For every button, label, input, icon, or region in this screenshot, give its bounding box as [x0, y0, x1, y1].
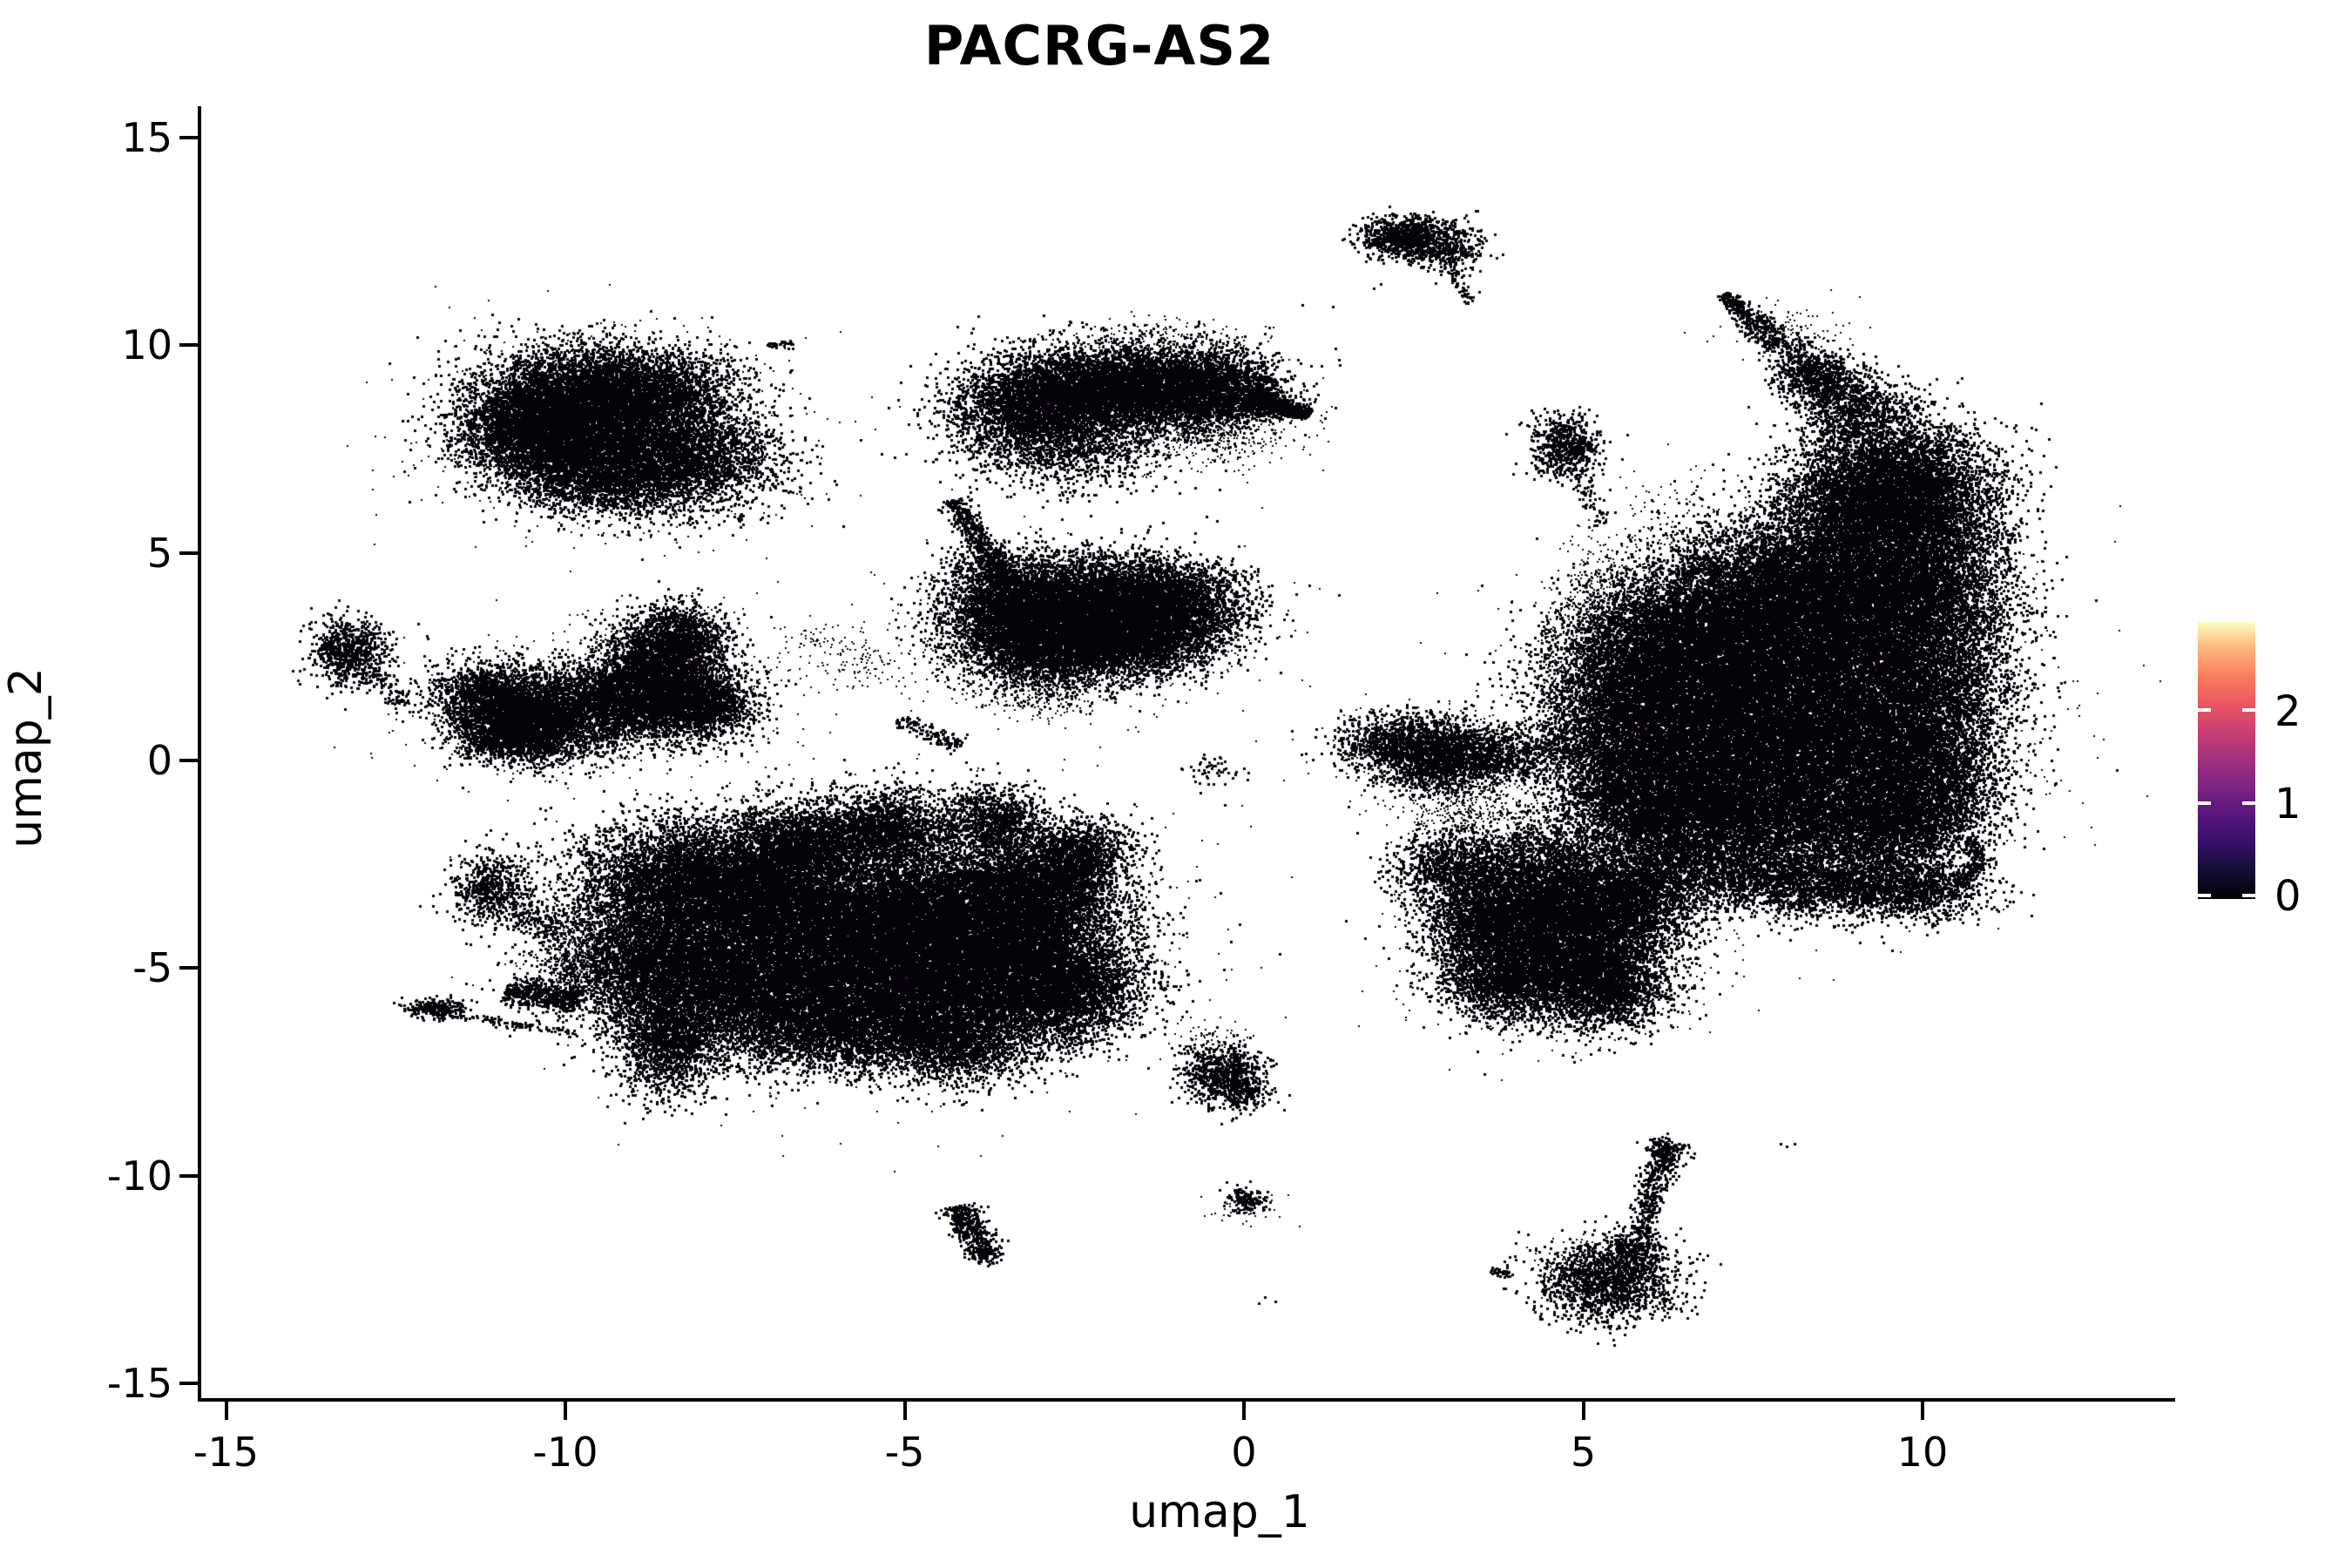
y-tick-mark	[179, 966, 198, 970]
x-tick-label: 10	[1896, 1429, 1949, 1476]
y-tick-label: -10	[106, 1152, 172, 1200]
x-tick-label: 0	[1231, 1429, 1257, 1476]
x-tick-mark	[1242, 1402, 1246, 1420]
x-tick-label: -5	[884, 1429, 925, 1476]
y-tick-mark	[179, 1173, 198, 1178]
x-tick-label: -15	[193, 1429, 260, 1476]
colorbar	[2198, 622, 2255, 899]
y-tick-label: 0	[146, 737, 172, 784]
y-tick-mark	[179, 343, 198, 348]
y-axis-label: umap_2	[0, 667, 52, 848]
chart-title: PACRG-AS2	[923, 14, 1275, 78]
y-tick-mark	[179, 551, 198, 555]
y-tick-label: -15	[106, 1360, 172, 1408]
colorbar-tick-1-right	[2242, 801, 2255, 805]
x-tick-mark	[224, 1402, 228, 1420]
x-axis-label: umap_1	[1129, 1486, 1310, 1538]
y-tick-label: 10	[121, 321, 172, 369]
y-tick-mark	[179, 759, 198, 762]
x-axis-line	[198, 1398, 2175, 1402]
y-tick-label: 5	[146, 529, 172, 577]
colorbar-tick-2-right	[2242, 708, 2255, 712]
colorbar-tick-0-left	[2198, 894, 2211, 897]
colorbar-tick-0-right	[2242, 894, 2255, 897]
x-tick-mark	[1921, 1402, 1924, 1420]
y-tick-mark	[179, 1382, 198, 1386]
colorbar-tick-2-left	[2198, 708, 2211, 712]
colorbar-tick-1-left	[2198, 801, 2211, 805]
colorbar-label-1: 1	[2274, 780, 2301, 828]
y-tick-mark	[179, 135, 198, 139]
y-axis-line	[198, 106, 201, 1402]
colorbar-label-0: 0	[2274, 872, 2301, 921]
x-tick-label: 5	[1570, 1429, 1597, 1476]
x-tick-mark	[564, 1402, 567, 1420]
x-tick-mark	[902, 1402, 907, 1420]
y-tick-label: 15	[121, 113, 172, 161]
colorbar-label-2: 2	[2274, 687, 2301, 736]
x-tick-label: -10	[532, 1429, 598, 1476]
x-tick-mark	[1581, 1402, 1585, 1420]
y-tick-label: -5	[132, 944, 172, 992]
